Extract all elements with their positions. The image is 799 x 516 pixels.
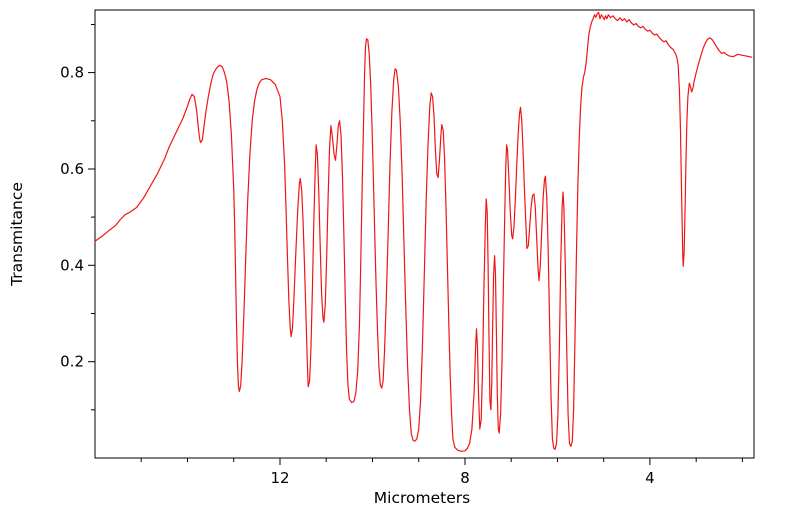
plot-frame (94, 9, 755, 459)
x-tick-label: 4 (645, 469, 655, 487)
x-tick-label: 12 (270, 469, 289, 487)
y-tick-label: 0.6 (60, 160, 84, 178)
y-tick-label: 0.2 (60, 353, 84, 371)
y-tick-label: 0.4 (60, 256, 84, 274)
x-tick-label: 8 (460, 469, 470, 487)
x-axis-label: Micrometers (373, 489, 471, 507)
y-axis-label: Transmitance (8, 182, 26, 286)
spectrum-line (94, 11, 753, 452)
y-tick-label: 0.8 (60, 64, 84, 82)
